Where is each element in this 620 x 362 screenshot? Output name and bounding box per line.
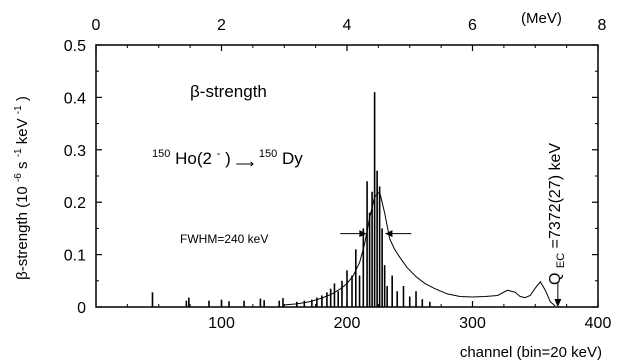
ticks-group: 0 0.1 0.2 0.3 0.4 0.5 100 200 300 400 0 2 4 6 8 bbox=[64, 17, 612, 332]
parent-mass: 150 bbox=[152, 148, 170, 160]
daughter-nucleus: Dy bbox=[282, 149, 303, 168]
smoothed-strength-line bbox=[284, 190, 556, 307]
x2-axis-label: (MeV) bbox=[521, 10, 562, 27]
x2-tick-label: 0 bbox=[92, 17, 101, 34]
reaction-arrow: ⟶ bbox=[236, 156, 255, 171]
qec-value: =7372(27) keV bbox=[547, 143, 564, 249]
y-tick-label: 0 bbox=[77, 300, 86, 317]
axes-group bbox=[95, 44, 599, 308]
qec-arrowhead bbox=[554, 299, 562, 307]
y-axis-label: β-strength (10 -6 s -1 keV -1 ) bbox=[8, 96, 31, 280]
fwhm-left-arrowhead bbox=[359, 230, 367, 238]
fwhm-label: FWHM=240 keV bbox=[180, 232, 268, 246]
y-tick-label: 0.1 bbox=[64, 248, 86, 265]
parent-charge: - bbox=[217, 148, 221, 160]
x-tick-label: 100 bbox=[208, 315, 235, 332]
y-label-main: β-strength (10 bbox=[14, 186, 31, 280]
y-tick-label: 0.2 bbox=[64, 195, 86, 212]
x2-tick-label: 4 bbox=[343, 17, 352, 34]
marks-group bbox=[151, 92, 562, 307]
parent-nucleus: Ho(2 bbox=[175, 149, 212, 168]
x2-tick-label: 8 bbox=[598, 17, 607, 34]
y-label-close: ) bbox=[14, 96, 31, 101]
fwhm-right-arrowhead bbox=[385, 230, 393, 238]
x-axis-label: channel (bin=20 keV) bbox=[460, 344, 602, 361]
y-label-exp1: -6 bbox=[13, 173, 24, 182]
x2-tick-label: 6 bbox=[468, 17, 477, 34]
y-tick-label: 0.5 bbox=[64, 38, 86, 55]
y-label-exp2: -1 bbox=[13, 148, 24, 157]
x-tick-label: 300 bbox=[459, 315, 486, 332]
y-tick-label: 0.4 bbox=[64, 90, 86, 107]
qec-label: Q EC =7372(27) keV bbox=[547, 143, 568, 285]
x-tick-label: 200 bbox=[334, 315, 361, 332]
x2-tick-label: 2 bbox=[217, 17, 226, 34]
x-tick-label: 400 bbox=[585, 315, 612, 332]
y-label-mid2: keV bbox=[14, 118, 31, 144]
plot-frame bbox=[95, 44, 599, 308]
y-label-mid: s bbox=[14, 161, 31, 169]
qec-subscript: EC bbox=[555, 253, 567, 268]
chart-title: β-strength bbox=[190, 82, 267, 101]
qec-q: Q bbox=[547, 273, 564, 285]
daughter-mass: 150 bbox=[259, 148, 277, 160]
y-label-exp3: -1 bbox=[13, 105, 24, 114]
reaction-label: 150 Ho(2 - ) ⟶ 150 Dy bbox=[152, 142, 303, 172]
y-tick-label: 0.3 bbox=[64, 143, 86, 160]
parent-close: ) bbox=[225, 149, 231, 168]
